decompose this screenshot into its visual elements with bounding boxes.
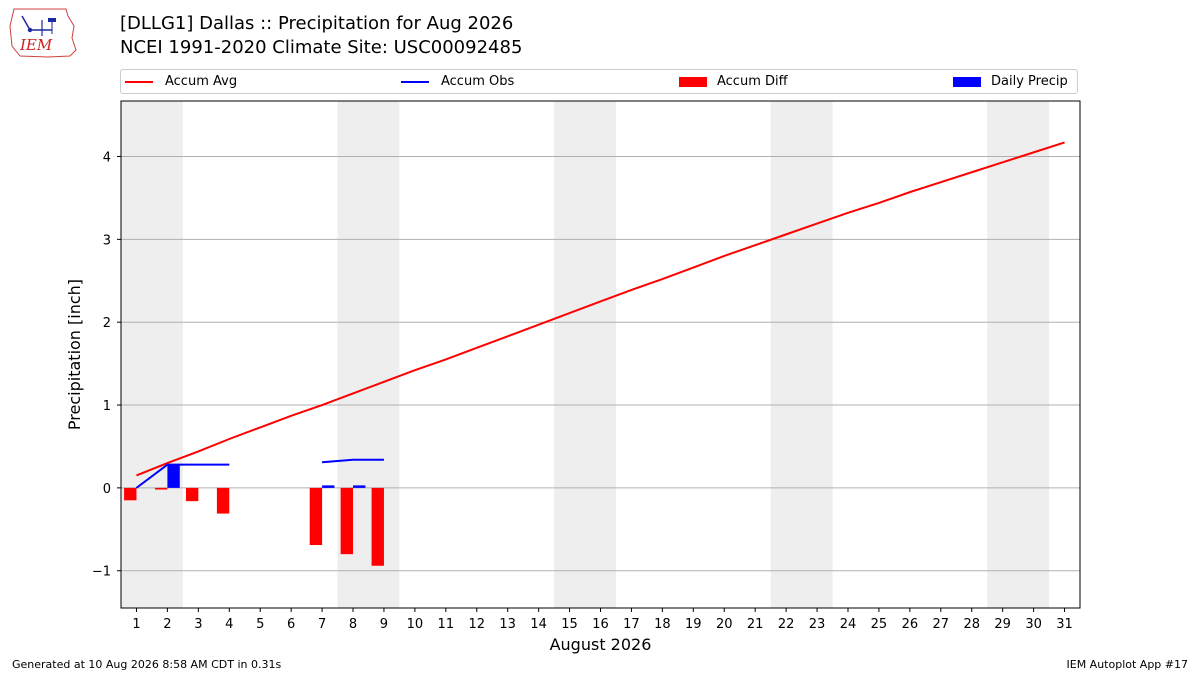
x-tick-label-2: 2 [163, 617, 171, 632]
y-tick-label-4: 3 [103, 233, 111, 248]
x-tick-label-31: 31 [1056, 617, 1073, 632]
app-credit: IEM Autoplot App #17 [1066, 658, 1189, 671]
chart-subtitle: NCEI 1991-2020 Climate Site: USC00092485 [120, 37, 523, 58]
weekend-shade-4 [987, 101, 1050, 608]
y-tick-label-0: −1 [92, 565, 111, 580]
legend-label-accum-obs: Accum Obs [441, 74, 515, 89]
legend-item-accum-obs: Accum Obs [401, 70, 514, 93]
x-tick-label-21: 21 [747, 617, 764, 632]
x-tick-label-9: 9 [380, 617, 388, 632]
x-tick-label-24: 24 [840, 617, 857, 632]
chart-title: [DLLG1] Dallas :: Precipitation for Aug … [120, 13, 514, 34]
accum-diff-bars [124, 487, 384, 566]
legend-item-accum-avg: Accum Avg [125, 70, 237, 93]
legend-swatch-accum-diff [679, 76, 707, 87]
accum-diff-bar-7 [309, 487, 323, 546]
iem-logo: IEM [9, 8, 77, 58]
legend-swatch-daily-precip [953, 76, 981, 87]
legend-label-daily-precip: Daily Precip [991, 74, 1068, 89]
legend-item-accum-diff: Accum Diff [679, 70, 788, 93]
accum-diff-bar-2 [155, 487, 168, 490]
x-tick-label-8: 8 [349, 617, 357, 632]
x-tick-label-25: 25 [871, 617, 888, 632]
generated-timestamp: Generated at 10 Aug 2026 8:58 AM CDT in … [12, 658, 282, 671]
y-tick-label-2: 1 [103, 399, 111, 414]
x-tick-label-27: 27 [933, 617, 950, 632]
logo-text: IEM [19, 36, 53, 54]
x-tick-label-12: 12 [468, 617, 485, 632]
x-tick-label-13: 13 [499, 617, 516, 632]
legend-label-accum-diff: Accum Diff [717, 74, 788, 89]
weekend-shading [121, 101, 1050, 608]
legend-item-daily-precip: Daily Precip [953, 70, 1068, 93]
x-tick-label-19: 19 [685, 617, 702, 632]
x-tick-label-1: 1 [132, 617, 140, 632]
x-tick-label-5: 5 [256, 617, 264, 632]
x-axis-ticks: 1 2 3 4 5 6 7 8 9 10 11 12 13 14 15 16 17 18 19 20 21 22 23 24 2… [132, 608, 1073, 632]
legend-swatch-accum-avg [125, 80, 153, 83]
series-lines [135, 141, 1065, 489]
x-axis-label: August 2026 [550, 635, 652, 654]
y-axis-ticks: −1 0 1 2 3 4 [92, 151, 121, 580]
y-axis-label: Precipitation [inch] [65, 279, 84, 430]
x-tick-label-4: 4 [225, 617, 233, 632]
x-tick-label-3: 3 [194, 617, 202, 632]
legend-label-accum-avg: Accum Avg [165, 74, 238, 89]
accum-obs-line-1 [322, 458, 384, 464]
daily-precip-bars [167, 464, 366, 488]
x-tick-label-10: 10 [407, 617, 424, 632]
x-tick-label-28: 28 [963, 617, 980, 632]
x-tick-label-7: 7 [318, 617, 326, 632]
x-tick-label-17: 17 [623, 617, 640, 632]
y-tick-label-1: 0 [103, 482, 111, 497]
legend-swatch-accum-obs [401, 80, 429, 83]
weekend-shade-0 [121, 101, 183, 608]
y-tick-label-5: 4 [103, 151, 111, 166]
accum-diff-bar-3 [185, 487, 199, 502]
daily-precip-bar-8 [353, 485, 366, 488]
x-tick-label-15: 15 [561, 617, 578, 632]
accum-diff-bar-9 [371, 487, 384, 566]
accum-diff-bar-4 [216, 487, 230, 514]
x-tick-label-14: 14 [530, 617, 547, 632]
x-tick-label-20: 20 [716, 617, 733, 632]
accum-avg-line [136, 141, 1065, 477]
daily-precip-bar-7 [322, 485, 335, 488]
accum-diff-bar-1 [124, 487, 137, 501]
x-tick-label-26: 26 [902, 617, 919, 632]
x-tick-label-29: 29 [994, 617, 1011, 632]
x-tick-label-18: 18 [654, 617, 671, 632]
x-tick-label-16: 16 [592, 617, 609, 632]
accum-obs-line-0 [135, 463, 230, 489]
weekend-shade-3 [770, 101, 833, 608]
weekend-shade-2 [554, 101, 616, 608]
x-tick-label-23: 23 [809, 617, 826, 632]
y-tick-label-3: 2 [103, 316, 111, 331]
daily-precip-bar-2 [167, 464, 180, 488]
x-tick-label-22: 22 [778, 617, 795, 632]
x-tick-label-30: 30 [1025, 617, 1042, 632]
x-tick-label-6: 6 [287, 617, 295, 632]
legend: Accum Avg Accum Obs Accum Diff Daily Pre… [120, 69, 1078, 94]
y-gridlines [121, 156, 1080, 572]
x-tick-label-11: 11 [438, 617, 455, 632]
accum-diff-bar-8 [340, 487, 354, 555]
